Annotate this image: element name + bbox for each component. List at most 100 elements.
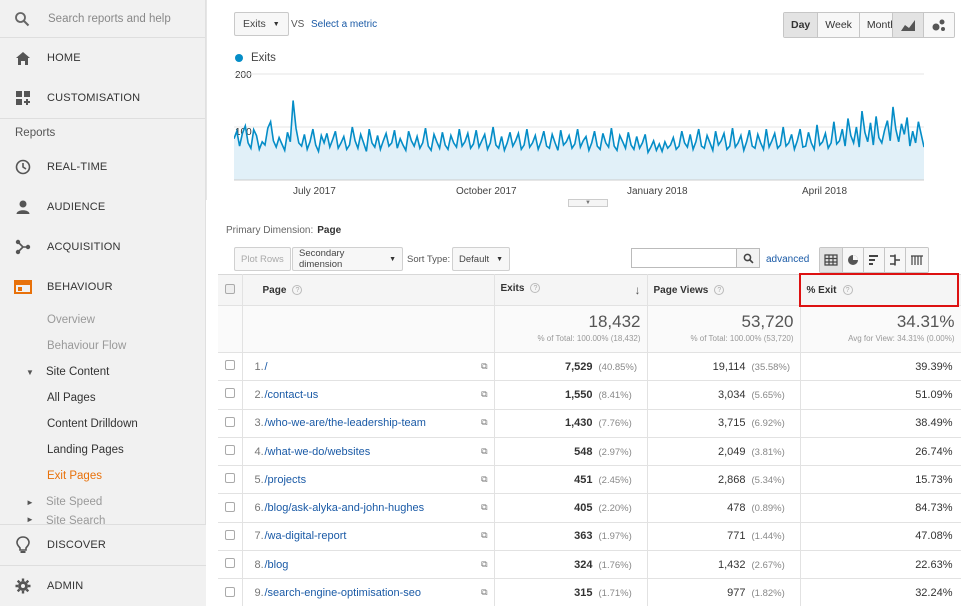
row-checkbox[interactable]: [224, 360, 235, 371]
select-all-checkbox[interactable]: [224, 283, 235, 294]
page-views-cell: 3,715 (6.92%): [647, 409, 801, 438]
open-page-icon[interactable]: ⧉: [481, 417, 488, 428]
help-icon[interactable]: ?: [530, 283, 541, 294]
nav-overview[interactable]: Overview: [47, 314, 95, 326]
page-cell: 8./blog ⧉: [242, 550, 495, 580]
page-link[interactable]: /search-engine-optimisation-seo: [264, 587, 422, 600]
exits-column-header[interactable]: Exits? ↓: [494, 274, 648, 306]
nav-site-speed[interactable]: ► Site Speed: [0, 489, 205, 515]
nav-landing-pages[interactable]: Landing Pages: [47, 444, 124, 456]
open-page-icon[interactable]: ⧉: [481, 473, 488, 484]
search-box[interactable]: Search reports and help: [0, 0, 205, 38]
collapse-chart-handle[interactable]: ▼: [568, 199, 608, 207]
page-link[interactable]: /wa-digital-report: [264, 530, 347, 543]
page-link[interactable]: /who-we-are/the-leadership-team: [264, 417, 426, 430]
open-page-icon[interactable]: ⧉: [481, 445, 488, 456]
pie-view-button[interactable]: [843, 248, 864, 272]
page-link[interactable]: /what-we-do/websites: [264, 445, 371, 458]
help-icon[interactable]: ?: [842, 284, 853, 295]
line-chart-button[interactable]: [893, 13, 924, 37]
row-checkbox[interactable]: [224, 558, 235, 569]
row-checkbox[interactable]: [224, 388, 235, 399]
page-views-percent: (0.89%): [751, 503, 785, 515]
bar-list-icon: [869, 255, 878, 265]
table-view-button[interactable]: [820, 248, 843, 272]
performance-view-button[interactable]: [864, 248, 885, 272]
nav-behaviour[interactable]: BEHAVIOUR: [0, 267, 205, 307]
nav-content-drilldown[interactable]: Content Drilldown: [47, 418, 138, 430]
row-checkbox[interactable]: [224, 445, 235, 456]
help-icon[interactable]: ?: [292, 284, 303, 295]
metric-dropdown[interactable]: Exits ▼: [234, 12, 289, 36]
exits-cell: 1,550 (8.41%): [494, 380, 648, 410]
table-search-button[interactable]: [736, 248, 760, 268]
open-page-icon[interactable]: ⧉: [481, 530, 488, 541]
motion-chart-button[interactable]: [924, 13, 954, 37]
table-row: 3./who-we-are/the-leadership-team ⧉ 1,430 (…: [218, 409, 961, 438]
page-views-percent: (2.67%): [751, 559, 785, 571]
secondary-dimension-dropdown[interactable]: Secondary dimension ▼: [292, 247, 403, 271]
pivot-view-button[interactable]: [906, 248, 928, 272]
table-row: 4./what-we-do/websites ⧉ 548 (2.97%) 2,049 (3…: [218, 437, 961, 467]
nav-realtime[interactable]: REAL-TIME: [0, 147, 205, 187]
nav-audience[interactable]: AUDIENCE: [0, 187, 205, 227]
open-page-icon[interactable]: ⧉: [481, 587, 488, 598]
open-page-icon[interactable]: ⧉: [481, 558, 488, 569]
open-page-icon[interactable]: ⧉: [481, 360, 488, 371]
exit-rate-value: 22.63%: [915, 558, 953, 571]
totals-exit-rate-value: 34.31%: [896, 312, 955, 331]
open-page-icon[interactable]: ⧉: [481, 388, 488, 399]
plot-rows-button[interactable]: Plot Rows: [234, 247, 291, 271]
select-metric-link[interactable]: Select a metric: [311, 19, 378, 30]
advanced-link[interactable]: advanced: [766, 254, 810, 265]
comparison-view-button[interactable]: [885, 248, 906, 272]
page-link[interactable]: /projects: [264, 473, 307, 486]
page-views-percent: (5.65%): [751, 389, 785, 401]
page-link[interactable]: /: [264, 360, 268, 373]
nav-acquisition[interactable]: ACQUISITION: [0, 227, 205, 267]
page-views-column-header[interactable]: Page Views?: [647, 274, 801, 306]
exit-rate-column-header[interactable]: % Exit?: [800, 274, 961, 306]
chart-panel: [206, 0, 961, 200]
exit-rate-cell: 15.73%: [800, 465, 961, 495]
nav-behaviour-flow[interactable]: Behaviour Flow: [47, 340, 127, 352]
page-link[interactable]: /blog/ask-alyka-and-john-hughes: [264, 502, 425, 515]
nav-site-content[interactable]: ▼ Site Content: [0, 359, 205, 385]
nav-all-pages[interactable]: All Pages: [47, 392, 96, 404]
page-cell: 1./ ⧉: [242, 352, 495, 382]
help-icon[interactable]: ?: [714, 284, 725, 295]
row-checkbox-cell: [218, 409, 243, 438]
exits-value: 405: [574, 502, 593, 515]
sort-type-dropdown[interactable]: Default ▼: [452, 247, 511, 271]
totals-page-views-value: 53,720: [741, 312, 794, 331]
nav-home[interactable]: HOME: [0, 38, 205, 78]
nav-behaviour-label: BEHAVIOUR: [47, 281, 113, 293]
page-link[interactable]: /contact-us: [264, 388, 319, 401]
row-checkbox[interactable]: [224, 473, 235, 484]
nav-discover[interactable]: DISCOVER: [0, 525, 206, 565]
exits-value: 363: [574, 530, 593, 543]
nav-customisation[interactable]: CUSTOMISATION: [0, 78, 205, 118]
totals-exit-rate-sub: Avg for View: 34.31% (0.00%): [848, 334, 955, 343]
week-button[interactable]: Week: [818, 13, 860, 37]
page-link[interactable]: /blog: [264, 558, 289, 571]
page-column-header[interactable]: Page?: [242, 274, 495, 306]
row-number: 4.: [254, 445, 264, 458]
table-search-input[interactable]: [631, 248, 737, 268]
row-checkbox[interactable]: [224, 501, 235, 512]
row-number: 5.: [254, 473, 264, 486]
open-page-icon[interactable]: ⧉: [481, 502, 488, 513]
exits-value: 315: [574, 587, 593, 600]
line-chart: [234, 73, 924, 181]
day-button[interactable]: Day: [784, 13, 819, 37]
exits-value: 548: [574, 445, 593, 458]
row-checkbox[interactable]: [224, 529, 235, 540]
exit-rate-value: 38.49%: [915, 417, 953, 430]
row-checkbox[interactable]: [224, 416, 235, 427]
nav-exit-pages[interactable]: Exit Pages: [47, 470, 102, 482]
row-checkbox[interactable]: [224, 586, 235, 597]
primary-dimension-value[interactable]: Page: [317, 225, 342, 236]
page-views-cell: 2,049 (3.81%): [647, 437, 801, 467]
nav-admin[interactable]: ADMIN: [0, 566, 206, 606]
search-placeholder[interactable]: Search reports and help: [48, 12, 171, 25]
